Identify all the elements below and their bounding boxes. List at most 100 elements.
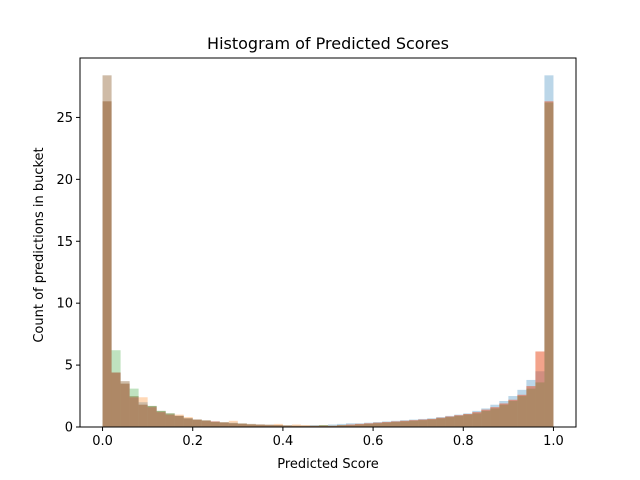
histogram-bar-series-4-bin-48	[526, 386, 536, 427]
histogram-bar-series-2-bin-24	[309, 425, 319, 427]
histogram-bar-series-2-bin-21	[282, 425, 292, 427]
histogram-bar-series-2-bin-27	[337, 425, 347, 427]
histogram-bar-series-1-bin-22	[291, 425, 301, 427]
y-tick-label: 25	[56, 111, 73, 126]
histogram-bar-series-1-bin-13	[210, 421, 220, 427]
histogram-bar-series-3-bin-16	[237, 423, 247, 427]
histogram-bar-series-1-bin-23	[300, 425, 310, 427]
histogram-bar-series-1-bin-45	[499, 401, 509, 427]
histogram-bar-series-3-bin-3	[120, 383, 130, 427]
x-axis-ticks: 0.0 0.2 0.4 0.6 0.8 1.0	[92, 427, 564, 449]
histogram-bar-series-3-bin-4	[129, 388, 139, 427]
histogram-bar-series-2-bin-23	[300, 425, 310, 427]
histogram-bar-series-1-bin-17	[246, 423, 256, 427]
histogram-bar-series-2-bin-22	[291, 424, 301, 427]
x-tick-label: 0.0	[92, 434, 113, 449]
histogram-bar-series-3-bin-37	[427, 419, 437, 427]
histogram-bar-series-3-bin-15	[228, 423, 238, 427]
histogram-bar-series-2-bin-49	[535, 351, 545, 427]
histogram-bar-series-3-bin-24	[309, 425, 319, 427]
histogram-bar-series-2-bin-2	[111, 372, 121, 427]
histogram-bar-series-3-bin-6	[147, 405, 157, 427]
histogram-bar-series-2-bin-44	[490, 407, 500, 427]
histogram-bar-series-4-bin-33	[391, 421, 401, 427]
histogram-bar-series-1-bin-33	[391, 420, 401, 427]
histogram-bar-series-1-bin-29	[355, 423, 365, 427]
histogram-bar-series-1-bin-36	[418, 418, 428, 427]
histogram-bar-series-4-bin-49	[535, 351, 545, 427]
histogram-bar-series-3-bin-39	[445, 417, 455, 427]
histogram-bar-series-2-bin-48	[526, 386, 536, 427]
histogram-bar-series-2-bin-12	[201, 420, 211, 427]
plot-frame	[79, 57, 577, 428]
histogram-bar-series-4-bin-50	[544, 101, 554, 427]
histogram-bar-series-2-bin-33	[391, 421, 401, 427]
histogram-bar-series-1-bin-21	[282, 425, 292, 427]
x-tick-label: 0.4	[273, 434, 294, 449]
histogram-bar-series-1-bin-27	[337, 423, 347, 427]
histogram-bar-series-1-bin-49	[535, 371, 545, 427]
histogram-bar-series-1-bin-19	[264, 424, 274, 427]
histogram-bar-series-2-bin-37	[427, 418, 437, 427]
histogram-bar-series-4-bin-5	[138, 404, 148, 427]
histogram-bar-series-1-bin-24	[309, 425, 319, 427]
histogram-bar-series-1-bin-47	[517, 389, 527, 427]
histogram-bar-series-3-bin-31	[373, 423, 383, 427]
histogram-bar-series-2-bin-35	[409, 420, 419, 427]
histogram-bar-series-2-bin-39	[445, 416, 455, 427]
histogram-bar-series-4-bin-11	[192, 419, 202, 427]
histogram-bar-series-1-bin-40	[454, 414, 464, 427]
histogram-bar-series-2-bin-18	[255, 424, 265, 427]
histogram-bar-series-3-bin-42	[472, 413, 482, 427]
histogram-bar-series-3-bin-9	[174, 415, 184, 427]
histogram-bar-series-2-bin-16	[237, 423, 247, 427]
histogram-bar-series-3-bin-48	[526, 388, 536, 427]
histogram-bar-series-4-bin-3	[120, 383, 130, 427]
histogram-bar-series-2-bin-45	[499, 403, 509, 427]
histogram-bar-series-3-bin-49	[535, 382, 545, 427]
histogram-bar-series-2-bin-7	[156, 410, 166, 427]
histogram-bar-series-2-bin-47	[517, 394, 527, 427]
histogram-bar-series-2-bin-9	[174, 414, 184, 427]
histogram-bar-series-3-bin-22	[291, 425, 301, 427]
histogram-bar-series-2-bin-36	[418, 419, 428, 427]
x-tick-label: 1.0	[543, 434, 564, 449]
histogram-bar-series-1-bin-32	[382, 421, 392, 427]
histogram-bar-series-1-bin-30	[364, 422, 374, 427]
histogram-bar-series-1-bin-4	[129, 396, 139, 427]
histogram-bar-series-1-bin-11	[192, 419, 202, 427]
histogram-bar-series-3-bin-14	[219, 422, 229, 427]
histogram-bar-series-1-bin-14	[219, 422, 229, 427]
histogram-bar-series-3-bin-25	[318, 425, 328, 427]
histogram-bar-series-2-bin-13	[210, 421, 220, 427]
histogram-bar-series-4-bin-29	[355, 423, 365, 427]
histogram-bar-series-2-bin-25	[318, 425, 328, 427]
histogram-bar-series-3-bin-28	[346, 425, 356, 427]
histogram-bar-series-3-bin-29	[355, 424, 365, 427]
histogram-bar-series-4-bin-43	[481, 409, 491, 427]
histogram-bar-series-1-bin-39	[445, 415, 455, 427]
histogram-bar-series-3-bin-26	[328, 425, 338, 427]
histogram-bar-series-4-bin-18	[255, 424, 265, 427]
histogram-bar-series-1-bin-26	[328, 424, 338, 427]
histogram-bar-series-4-bin-28	[346, 424, 356, 427]
histogram-bar-series-4-bin-45	[499, 403, 509, 427]
y-axis-label: Count of predictions in bucket	[32, 147, 47, 342]
histogram-bar-series-2-bin-30	[364, 423, 374, 427]
histogram-bar-series-1-bin-5	[138, 402, 148, 427]
histogram-bar-series-3-bin-32	[382, 422, 392, 427]
histogram-bar-series-4-bin-35	[409, 420, 419, 427]
histogram-bar-series-2-bin-26	[328, 425, 338, 427]
histogram-bar-series-4-bin-10	[183, 418, 193, 427]
histogram-bar-series-4-bin-26	[328, 425, 338, 427]
histogram-bar-series-4-bin-32	[382, 422, 392, 427]
histogram-bar-series-3-bin-33	[391, 422, 401, 427]
y-tick-label: 10	[56, 297, 73, 312]
histogram-bar-series-4-bin-4	[129, 397, 139, 427]
histogram-bar-series-4-bin-37	[427, 418, 437, 427]
histogram-bars	[102, 75, 554, 427]
histogram-bar-series-4-bin-6	[147, 407, 157, 427]
histogram-bar-series-4-bin-9	[174, 415, 184, 427]
histogram-bar-series-2-bin-38	[436, 417, 446, 427]
